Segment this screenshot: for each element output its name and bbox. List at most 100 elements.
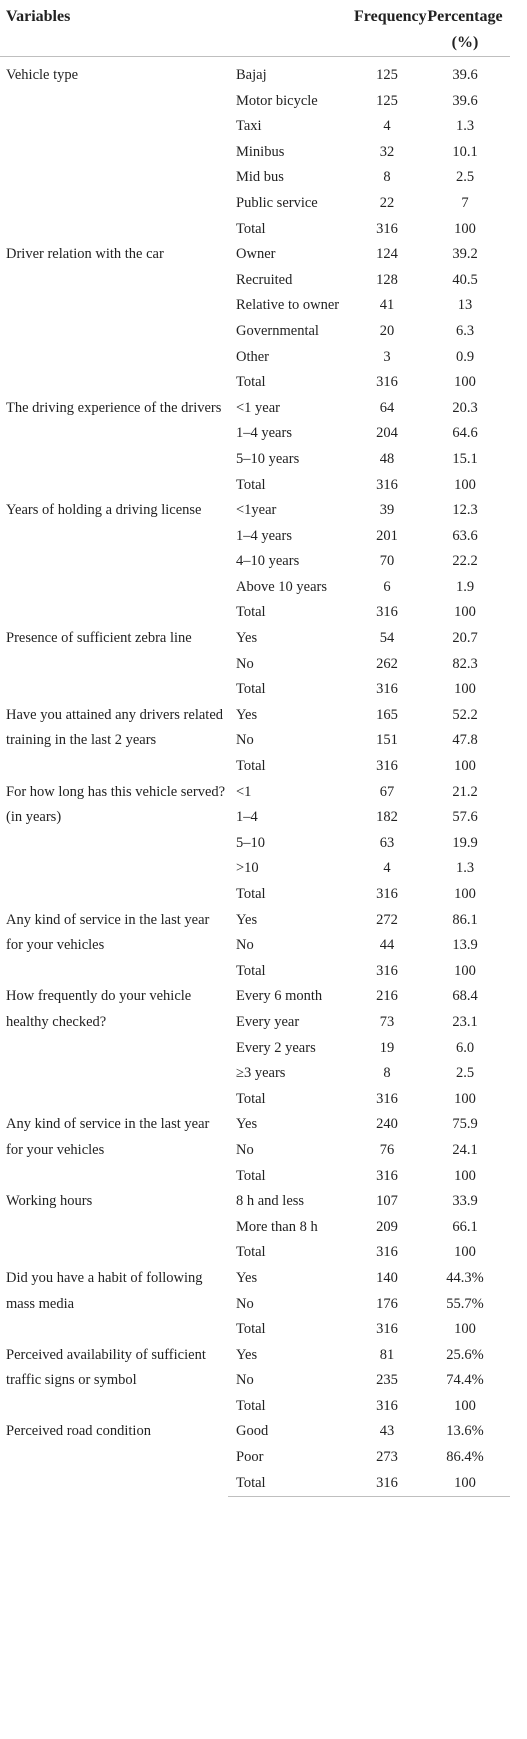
category-cell: Every year (236, 1013, 300, 1030)
category-cell: 1–4 years (236, 527, 292, 544)
frequency-cell: 316 (376, 681, 398, 698)
frequency-cell: 19 (379, 1039, 395, 1056)
variable-cell: Driver relation with the car (6, 246, 164, 263)
frequency-cell: 176 (376, 1295, 398, 1312)
category-cell: Minibus (236, 143, 285, 160)
percentage-cell: 44.3% (446, 1269, 484, 1286)
frequency-cell: 4 (383, 860, 391, 877)
header-frequency: Frequency (354, 0, 427, 57)
table-row: Have you attained any drivers related tr… (0, 703, 510, 749)
frequency-cell: 32 (379, 143, 395, 160)
category-cell: Mid bus (236, 169, 284, 186)
category-cell: Yes (236, 1116, 258, 1133)
category-cell: 4–10 years (236, 553, 300, 570)
table-row: Total 316 100 (0, 1164, 510, 1190)
table-row: Total 316 100 (0, 217, 510, 243)
percentage-cell: 82.3 (452, 655, 478, 672)
frequency-cell: 76 (379, 1141, 395, 1158)
percentage-cell: 100 (454, 1244, 476, 1261)
frequency-cell: 316 (376, 1397, 398, 1414)
percentage-cell: 6.0 (455, 1039, 475, 1056)
frequency-cell: 54 (379, 630, 395, 647)
percentage-cell: 100 (454, 374, 476, 391)
percentage-cell: 7 (461, 194, 469, 211)
table-row: Total 316 100 (0, 1087, 510, 1113)
category-cell: Recruited (236, 271, 293, 288)
table-row: Any kind of service in the last year for… (0, 908, 510, 954)
frequency-cell: 6 (383, 578, 391, 595)
frequency-cell: 151 (376, 732, 398, 749)
variable-cell: How frequently do your vehicle healthy c… (6, 988, 192, 1030)
frequency-cell: 316 (376, 604, 398, 621)
frequency-cell: 64 (379, 399, 395, 416)
percentage-cell: 21.2 (452, 783, 478, 800)
category-cell: Total (236, 1397, 266, 1414)
percentage-cell: 40.5 (452, 271, 478, 288)
frequency-cell: 3 (383, 348, 391, 365)
table-row: 5–10 63 19.9 (0, 831, 510, 857)
frequency-cell: 48 (379, 450, 395, 467)
category-cell: Yes (236, 706, 258, 723)
table-row: 1–4 years 204 64.6 (0, 421, 510, 447)
percentage-cell: 2.5 (455, 169, 475, 186)
percentage-cell: 1.3 (455, 860, 475, 877)
frequency-cell: 73 (379, 1013, 395, 1030)
frequency-cell: 273 (376, 1449, 398, 1466)
category-cell: >10 (236, 860, 259, 877)
table-row: Mid bus 8 2.5 (0, 165, 510, 191)
variable-cell: Years of holding a driving license (6, 502, 202, 519)
table-row: Total 316 100 (0, 473, 510, 499)
category-cell: Total (236, 374, 266, 391)
percentage-cell: 25.6% (446, 1346, 484, 1363)
percentage-cell: 19.9 (452, 834, 478, 851)
percentage-cell: 20.7 (452, 630, 478, 647)
category-cell: <1 year (236, 399, 281, 416)
header-percentage: Percentage (%) (420, 0, 510, 57)
category-cell: Governmental (236, 322, 319, 339)
table-row: 4–10 years 70 22.2 (0, 549, 510, 575)
table-row: ≥3 years 8 2.5 (0, 1061, 510, 1087)
variable-cell: Perceived availability of sufficient tra… (6, 1346, 206, 1389)
table-row: Above 10 years 6 1.9 (0, 575, 510, 601)
frequency-cell: 201 (376, 527, 398, 544)
category-cell: Total (236, 886, 266, 902)
frequency-cell: 8 (383, 1065, 391, 1082)
table-row: Public service 22 7 (0, 191, 510, 217)
table-row: No 176 55.7% (0, 1292, 510, 1318)
frequency-cell: 216 (376, 988, 398, 1005)
percentage-cell: 1.3 (455, 118, 475, 135)
category-cell: Total (236, 758, 266, 775)
percentage-cell: 100 (454, 1090, 476, 1107)
percentage-cell: 100 (454, 604, 476, 621)
frequency-cell: 272 (376, 911, 398, 928)
variable-cell: Vehicle type (6, 67, 79, 83)
table-row: Total 316 100 (0, 677, 510, 703)
table-row: Minibus 32 10.1 (0, 140, 510, 166)
percentage-cell: 100 (454, 220, 476, 237)
category-cell: Total (236, 681, 266, 698)
frequency-cell: 316 (376, 1167, 398, 1184)
category-cell: Total (236, 1090, 266, 1107)
variable-cell: Any kind of service in the last year for… (6, 911, 210, 954)
frequency-cell: 43 (379, 1423, 395, 1440)
percentage-cell: 75.9 (452, 1116, 478, 1133)
header-percentage-unit: (%) (451, 34, 479, 51)
variable-cell: Did you have a habit of following mass m… (6, 1269, 203, 1312)
table-row: Any kind of service in the last year for… (0, 1112, 510, 1158)
frequency-cell: 81 (379, 1346, 395, 1363)
table-row: Total 316 100 (0, 882, 510, 908)
category-cell: 1–4 years (236, 425, 292, 442)
category-cell: <1 (236, 783, 252, 800)
table-row: Years of holding a driving license <1year… (0, 498, 510, 524)
table-row: 1–4 182 57.6 (0, 805, 510, 831)
frequency-cell: 316 (376, 1090, 398, 1107)
percentage-cell: 86.1 (452, 911, 478, 928)
table-row: Taxi 4 1.3 (0, 114, 510, 140)
percentage-cell: 13.9 (452, 937, 478, 954)
frequency-cell: 316 (376, 220, 398, 237)
category-cell: 8 h and less (236, 1193, 305, 1210)
percentage-cell: 1.9 (455, 578, 475, 595)
variable-cell: Perceived road condition (6, 1423, 151, 1440)
frequency-cell: 204 (376, 425, 398, 442)
